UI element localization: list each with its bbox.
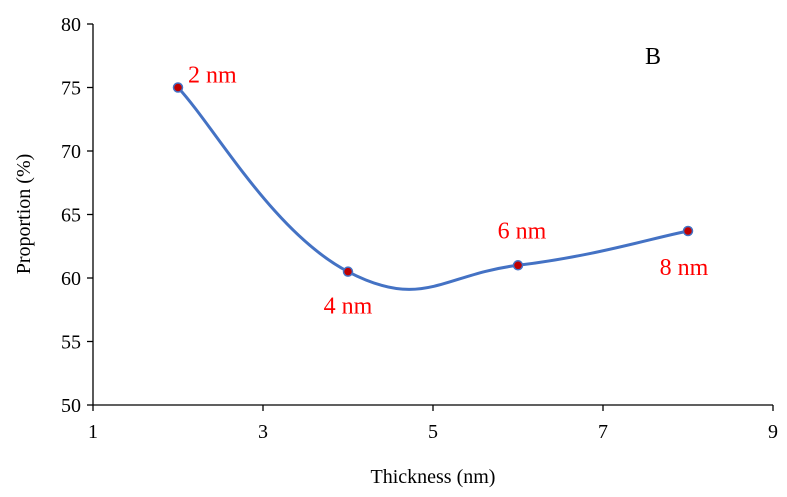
data-point bbox=[512, 260, 524, 271]
x-tick-label: 3 bbox=[258, 421, 268, 443]
panel-label: B bbox=[645, 44, 661, 70]
y-tick-label: 80 bbox=[61, 14, 81, 36]
x-tick-label: 7 bbox=[598, 421, 608, 443]
x-tick-label: 5 bbox=[428, 421, 438, 443]
y-tick-label: 70 bbox=[61, 141, 81, 163]
y-axis-title: Proportion (%) bbox=[13, 154, 35, 275]
data-point bbox=[172, 82, 184, 93]
x-tick-label: 1 bbox=[88, 421, 98, 443]
series bbox=[172, 82, 694, 291]
point-label: 2 nm bbox=[188, 63, 237, 89]
data-point bbox=[342, 266, 354, 277]
y-tick-label: 60 bbox=[61, 268, 81, 290]
ticks: 50 55 60 65 70 75 80 1 3 5 7 9 bbox=[61, 14, 778, 443]
point-labels: 2 nm 4 nm 6 nm 8 nm bbox=[188, 63, 709, 320]
data-point bbox=[682, 225, 694, 237]
series-line bbox=[176, 86, 689, 291]
point-label: 4 nm bbox=[324, 294, 373, 320]
point-label: 8 nm bbox=[660, 255, 709, 281]
point-label: 6 nm bbox=[498, 218, 547, 244]
x-axis-title: Thickness (nm) bbox=[371, 466, 496, 488]
y-tick-label: 75 bbox=[61, 78, 81, 100]
y-tick-label: 50 bbox=[61, 395, 81, 417]
y-tick-label: 65 bbox=[61, 205, 81, 227]
x-tick-label: 9 bbox=[768, 421, 778, 443]
y-tick-label: 55 bbox=[61, 332, 81, 354]
